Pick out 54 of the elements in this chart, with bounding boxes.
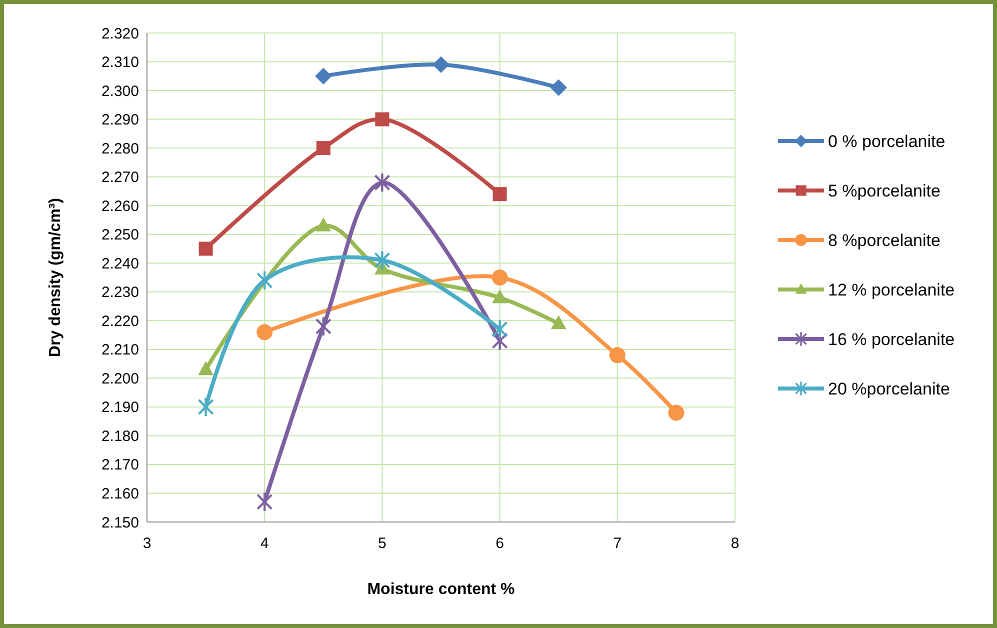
point xyxy=(198,242,213,256)
y-tick-label: 2.290 xyxy=(101,112,139,129)
x-axis-title: Moisture content % xyxy=(367,581,515,598)
x-tick-label: 7 xyxy=(613,535,622,552)
y-tick-label: 2.250 xyxy=(101,226,139,244)
point xyxy=(256,324,273,340)
point xyxy=(609,347,626,364)
point xyxy=(374,250,390,270)
y-tick-label: 2.150 xyxy=(101,514,139,532)
point xyxy=(256,492,273,512)
point xyxy=(550,315,566,330)
point xyxy=(550,79,567,96)
legend-label: 8 %porcelanite xyxy=(828,230,940,250)
point xyxy=(668,404,684,421)
point xyxy=(375,112,390,126)
point xyxy=(256,270,273,291)
legend-label: 12 % porcelanite xyxy=(828,280,955,300)
y-tick-label: 2.220 xyxy=(101,312,139,330)
point xyxy=(492,319,508,340)
y-tick-label: 2.210 xyxy=(101,342,139,359)
point xyxy=(316,217,332,232)
point xyxy=(432,56,450,74)
y-tick-label: 2.240 xyxy=(101,255,139,272)
x-tick-label: 5 xyxy=(378,535,386,552)
y-tick-label: 2.260 xyxy=(101,198,139,215)
point xyxy=(316,141,330,156)
y-tick-label: 2.190 xyxy=(101,399,139,416)
y-tick-label: 2.200 xyxy=(101,370,139,388)
y-tick-label: 2.170 xyxy=(101,456,139,474)
point xyxy=(315,316,332,337)
point xyxy=(198,396,214,418)
x-tick-label: 3 xyxy=(142,535,152,552)
legend-label: 0 % porcelanite xyxy=(828,132,946,151)
y-axis-title: Dry density (gm/cm³) xyxy=(47,198,64,358)
y-tick-label: 2.270 xyxy=(101,169,139,186)
point xyxy=(492,289,508,304)
y-tick-label: 2.280 xyxy=(101,140,139,158)
point xyxy=(492,270,508,286)
point xyxy=(198,361,214,376)
y-tick-label: 2.300 xyxy=(101,82,139,100)
x-tick-label: 4 xyxy=(260,535,269,552)
legend-label: 20 %porcelanite xyxy=(828,379,950,398)
y-tick-label: 2.230 xyxy=(101,284,139,302)
x-tick-label: 6 xyxy=(496,535,504,552)
y-tick-label: 2.160 xyxy=(101,485,139,502)
legend-label: 5 %porcelanite xyxy=(828,181,940,200)
point xyxy=(492,187,507,202)
y-tick-label: 2.320 xyxy=(101,25,139,42)
point xyxy=(315,68,332,85)
legend-label: 16 % porcelanite xyxy=(828,330,955,349)
point xyxy=(374,172,390,193)
y-tick-label: 2.310 xyxy=(101,54,139,72)
y-tick-label: 2.180 xyxy=(101,428,139,445)
x-tick-label: 8 xyxy=(730,535,740,552)
